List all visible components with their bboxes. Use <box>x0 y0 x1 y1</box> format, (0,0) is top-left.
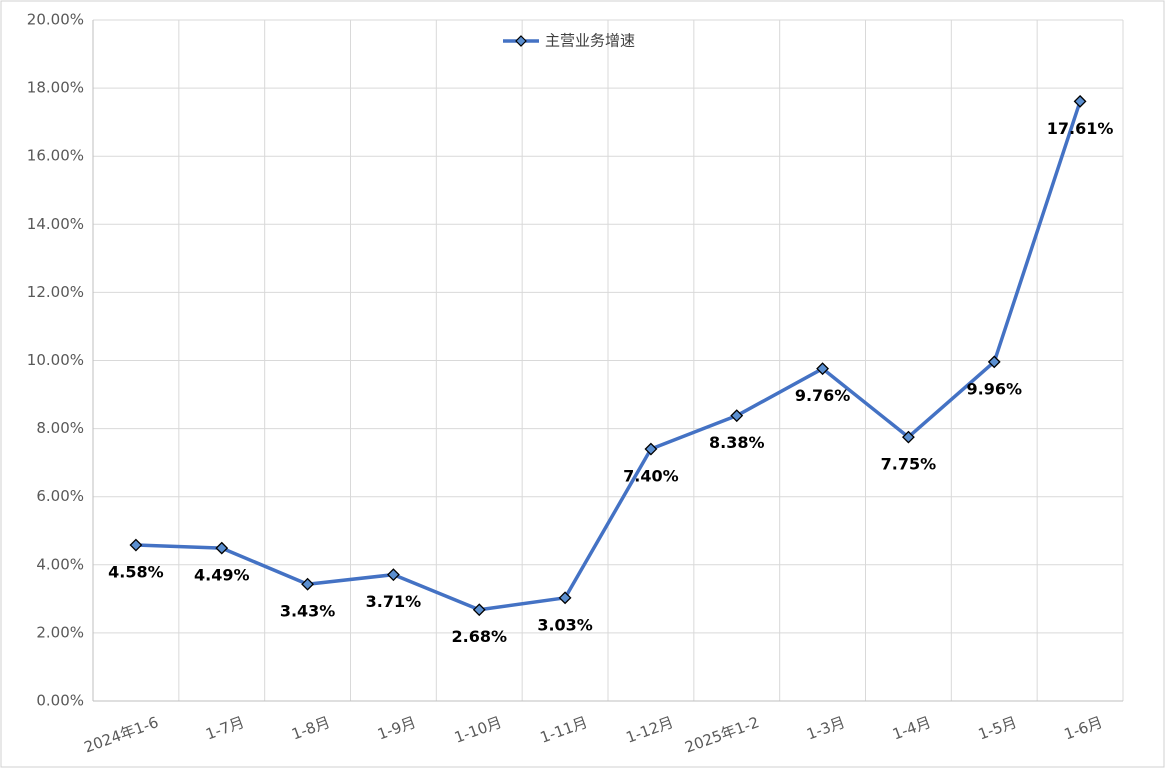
y-tick-label: 12.00% <box>27 283 84 301</box>
y-tick-label: 10.00% <box>27 351 84 369</box>
y-tick-label: 18.00% <box>27 79 84 97</box>
data-marker <box>1073 94 1087 108</box>
data-label: 3.71% <box>366 592 422 611</box>
y-tick-label: 6.00% <box>36 487 84 505</box>
data-label: 9.96% <box>966 379 1022 398</box>
y-tick-label: 0.00% <box>36 692 84 710</box>
data-label: 3.43% <box>280 602 336 621</box>
data-marker <box>472 603 486 617</box>
data-marker <box>215 541 229 555</box>
y-tick-label: 8.00% <box>36 419 84 437</box>
data-marker <box>386 568 400 582</box>
data-label: 3.03% <box>537 615 593 634</box>
data-label: 2.68% <box>451 627 507 646</box>
data-line <box>135 100 1082 612</box>
y-tick-label: 4.00% <box>36 555 84 573</box>
data-label: 9.76% <box>795 386 851 405</box>
data-label: 17.61% <box>1047 119 1114 138</box>
data-marker <box>558 591 572 605</box>
data-label: 7.75% <box>881 455 937 474</box>
data-marker <box>301 577 315 591</box>
y-tick-label: 14.00% <box>27 215 84 233</box>
y-tick-label: 2.00% <box>36 623 84 641</box>
y-tick-label: 16.00% <box>27 147 84 165</box>
data-label: 4.58% <box>108 563 164 582</box>
y-tick-label: 20.00% <box>27 11 84 29</box>
data-label: 7.40% <box>623 467 679 486</box>
data-label: 8.38% <box>709 433 765 452</box>
legend-label: 主营业务增速 <box>545 32 635 50</box>
data-marker <box>730 409 744 423</box>
data-marker <box>644 442 658 456</box>
data-marker <box>901 430 915 444</box>
data-marker <box>129 538 143 552</box>
data-marker <box>816 362 830 376</box>
data-label: 4.49% <box>194 566 250 585</box>
legend-marker <box>515 35 527 47</box>
data-marker <box>987 355 1001 369</box>
